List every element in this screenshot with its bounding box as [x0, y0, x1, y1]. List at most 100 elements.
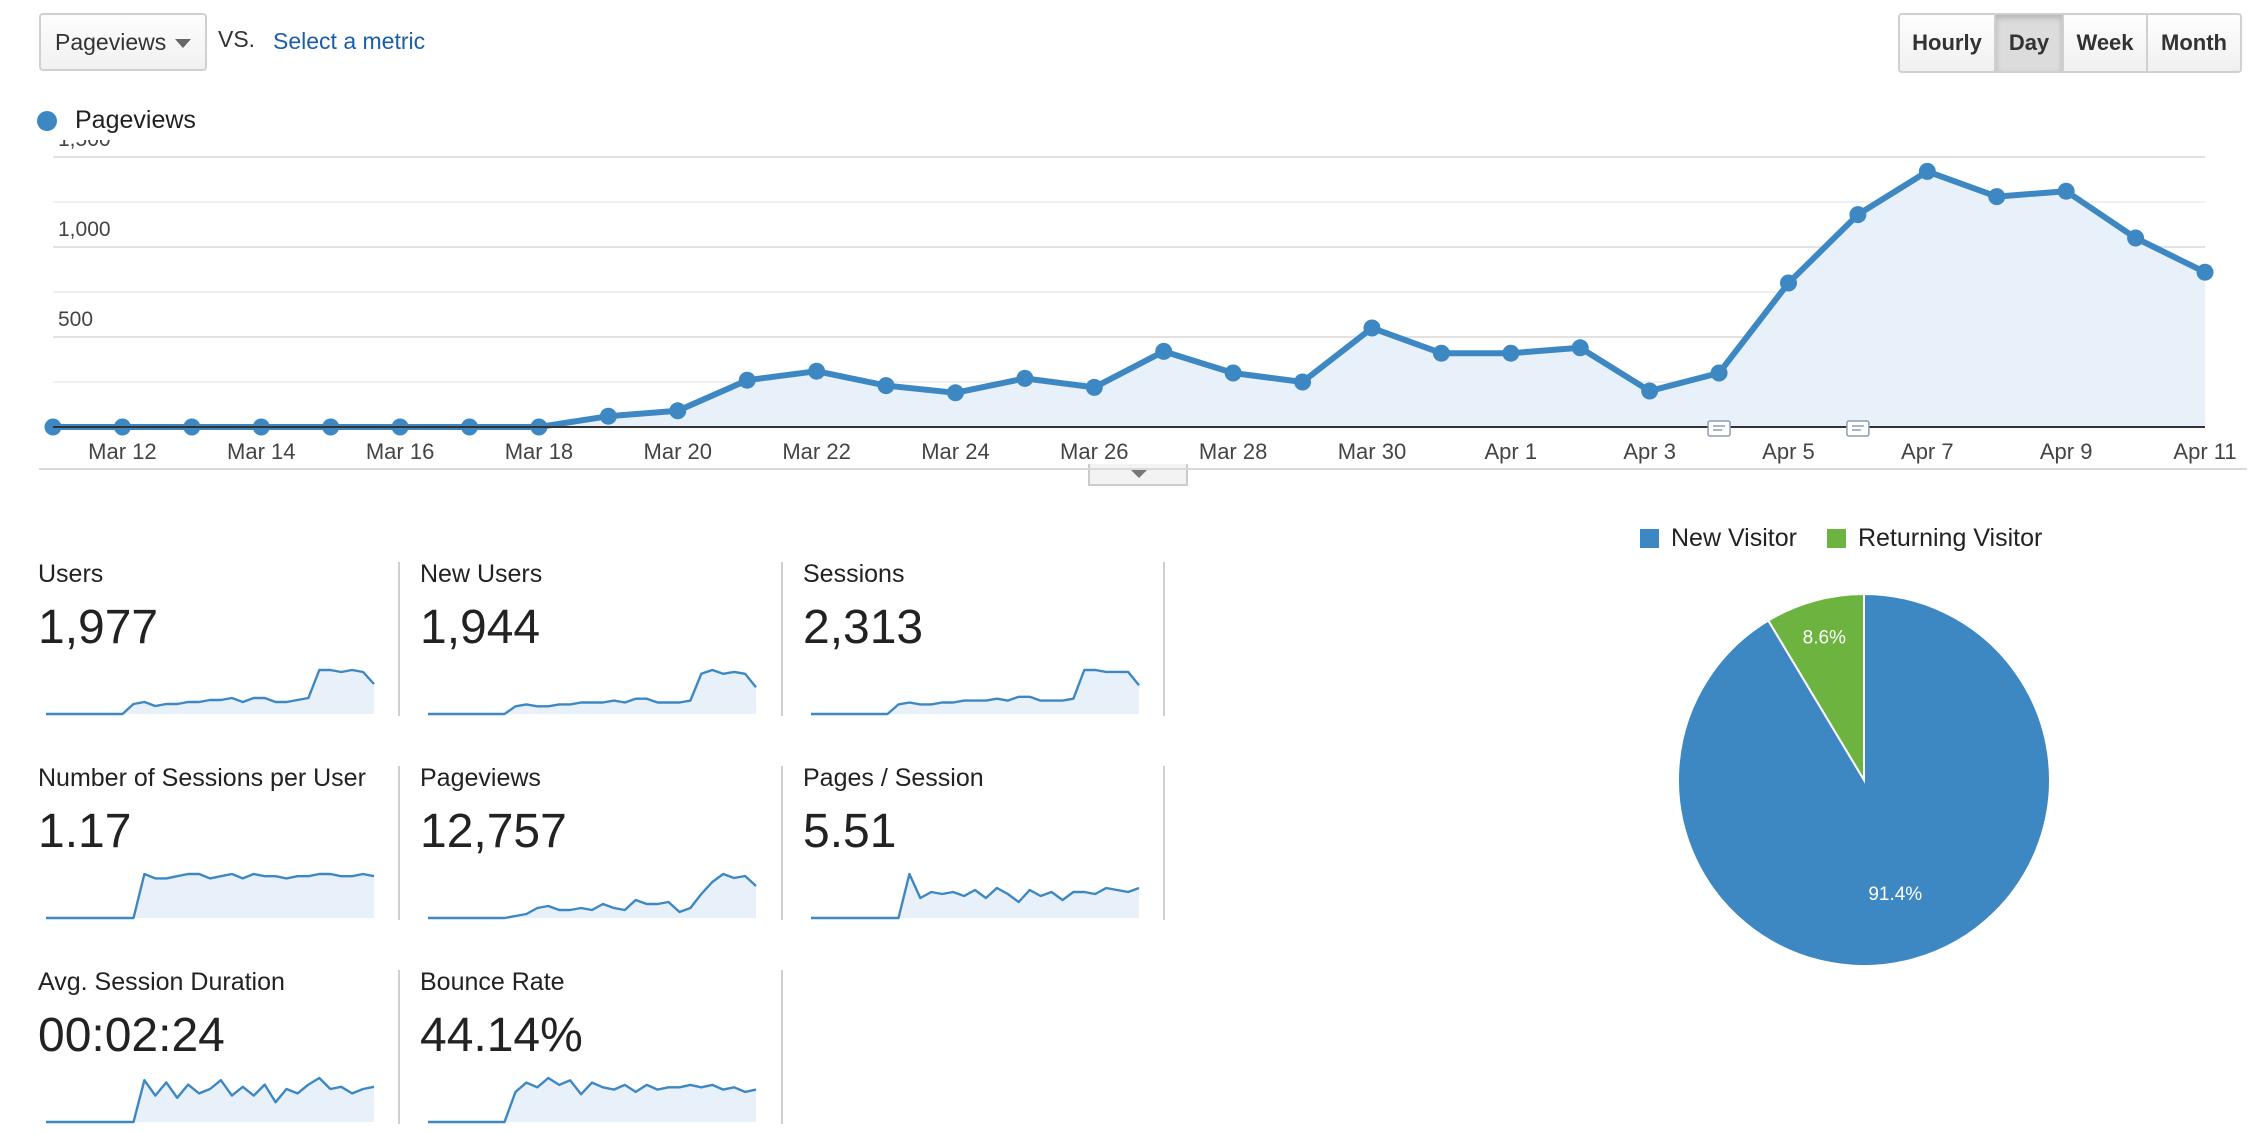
select-metric-link[interactable]: Select a metric	[273, 28, 426, 54]
sparkline	[428, 872, 757, 920]
section-divider	[39, 468, 2247, 470]
sparkline-line	[46, 872, 375, 920]
period-week-button[interactable]: Week	[2064, 15, 2148, 71]
data-point	[1988, 188, 2006, 206]
pie-legend-item-new-visitor[interactable]: New Visitor	[1640, 524, 1797, 553]
metric-tile-pages-per-session[interactable]: Pages / Session 5.51	[803, 764, 1163, 924]
tile-divider	[1163, 562, 1165, 716]
data-point	[1710, 364, 1728, 382]
area-fill	[53, 171, 2205, 427]
sparkline-area	[46, 1078, 374, 1122]
legend-series-label: Pageviews	[75, 106, 196, 134]
x-tick-label: Apr 5	[1762, 439, 1815, 464]
legend-swatch	[1640, 529, 1659, 548]
sparkline-line	[46, 1076, 375, 1124]
x-tick-label: Apr 3	[1623, 439, 1676, 464]
data-point	[1571, 339, 1589, 357]
metric-tile-sessions[interactable]: Sessions 2,313	[803, 560, 1163, 720]
data-point	[946, 384, 964, 402]
tile-divider	[398, 970, 400, 1124]
series-color-dot	[37, 110, 57, 131]
y-tick-label: 500	[58, 308, 93, 331]
tile-divider	[781, 562, 783, 716]
sparkline	[46, 668, 375, 716]
metric-tile-new-users[interactable]: New Users 1,944	[420, 560, 780, 720]
x-tick-label: Apr 7	[1901, 439, 1954, 464]
x-tick-label: Mar 14	[227, 439, 295, 464]
metric-label: Number of Sessions per User	[38, 764, 366, 792]
vs-label: VS.	[218, 26, 256, 52]
metric-tile-avg-session-duration[interactable]: Avg. Session Duration 00:02:24	[38, 968, 398, 1128]
x-tick-label: Apr 11	[2173, 439, 2236, 464]
data-point	[1502, 344, 1520, 362]
pie-slice-label: 91.4%	[1868, 884, 1922, 905]
tile-divider	[398, 562, 400, 716]
x-tick-label: Mar 16	[366, 439, 434, 464]
data-point	[599, 407, 617, 425]
caret-down-icon	[1131, 470, 1147, 478]
metric-label: Bounce Rate	[420, 968, 565, 996]
tile-divider	[781, 766, 783, 920]
metric-value: 1.17	[38, 805, 132, 858]
legend-swatch	[1826, 529, 1846, 548]
annotation-icon	[1846, 420, 1870, 437]
data-point	[808, 362, 826, 380]
metric-value: 5.51	[803, 805, 897, 858]
sparkline-line	[428, 668, 757, 716]
period-toggle-group: Hourly Day Week Month	[1898, 13, 2242, 73]
data-point	[2057, 182, 2075, 200]
data-point	[738, 371, 756, 389]
sparkline-area	[428, 1078, 756, 1122]
pie-slice	[1677, 592, 2051, 967]
tile-divider	[398, 766, 400, 920]
data-point	[1016, 369, 1034, 387]
pageviews-line-chart: 500 1,000 1,500 Mar 12 Mar 14 Mar 16 Mar 18 Mar…	[44, 140, 2237, 464]
sparkline	[811, 668, 1140, 716]
sparkline-area	[428, 670, 756, 714]
data-point	[1779, 274, 1797, 292]
annotation-icon	[1707, 420, 1731, 437]
sparkline	[428, 668, 757, 716]
chevron-down-icon	[175, 39, 191, 48]
metric-value: 44.14%	[420, 1009, 583, 1062]
metric-tile-pageviews[interactable]: Pageviews 12,757	[420, 764, 780, 924]
metric-tile-sessions-per-user[interactable]: Number of Sessions per User 1.17	[38, 764, 398, 924]
sparkline	[46, 872, 375, 920]
data-point	[1294, 373, 1312, 391]
metric-label: Avg. Session Duration	[38, 968, 285, 996]
x-tick-label: Apr 9	[2040, 439, 2093, 464]
tile-divider	[781, 970, 783, 1124]
metric-label: New Users	[420, 560, 543, 588]
period-day-button[interactable]: Day	[1996, 15, 2064, 71]
data-point	[2196, 263, 2214, 281]
metric-tile-bounce-rate[interactable]: Bounce Rate 44.14%	[420, 968, 780, 1128]
legend-label: New Visitor	[1671, 524, 1797, 552]
x-tick-label: Mar 22	[782, 439, 850, 464]
sparkline-area	[46, 874, 374, 918]
sparkline	[428, 1076, 757, 1124]
metric-value: 2,313	[803, 601, 924, 654]
primary-metric-dropdown[interactable]: Pageviews	[39, 13, 207, 71]
sparkline-line	[811, 668, 1140, 716]
metric-value: 12,757	[420, 805, 567, 858]
pie-slice-label: 8.6%	[1803, 628, 1846, 649]
x-tick-label: Mar 28	[1199, 439, 1267, 464]
data-point	[1363, 319, 1381, 337]
metric-label: Pageviews	[420, 764, 541, 792]
data-point	[1224, 364, 1242, 382]
pie-slice	[1766, 592, 1865, 784]
sparkline-line	[46, 668, 375, 716]
pie-legend-item-returning-visitor[interactable]: Returning Visitor	[1826, 524, 2042, 553]
data-point	[669, 402, 687, 420]
x-tick-label: Mar 20	[644, 439, 712, 464]
data-point	[1432, 344, 1450, 362]
period-hourly-button[interactable]: Hourly	[1900, 15, 1996, 71]
chart-legend: Pageviews	[37, 106, 196, 135]
sparkline-line	[811, 872, 1140, 920]
x-tick-label: Mar 24	[921, 439, 989, 464]
data-point	[1155, 342, 1173, 360]
metric-label: Sessions	[803, 560, 905, 588]
sparkline-area	[428, 874, 756, 918]
metric-tile-users[interactable]: Users 1,977	[38, 560, 398, 720]
period-month-button[interactable]: Month	[2148, 15, 2240, 71]
